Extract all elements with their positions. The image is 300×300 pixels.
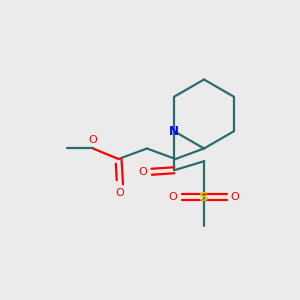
Text: S: S bbox=[199, 191, 209, 204]
Text: N: N bbox=[169, 125, 179, 138]
Text: O: O bbox=[116, 188, 124, 198]
Text: O: O bbox=[88, 135, 98, 145]
Text: O: O bbox=[139, 167, 148, 177]
Text: O: O bbox=[231, 192, 239, 202]
Text: O: O bbox=[169, 192, 178, 202]
